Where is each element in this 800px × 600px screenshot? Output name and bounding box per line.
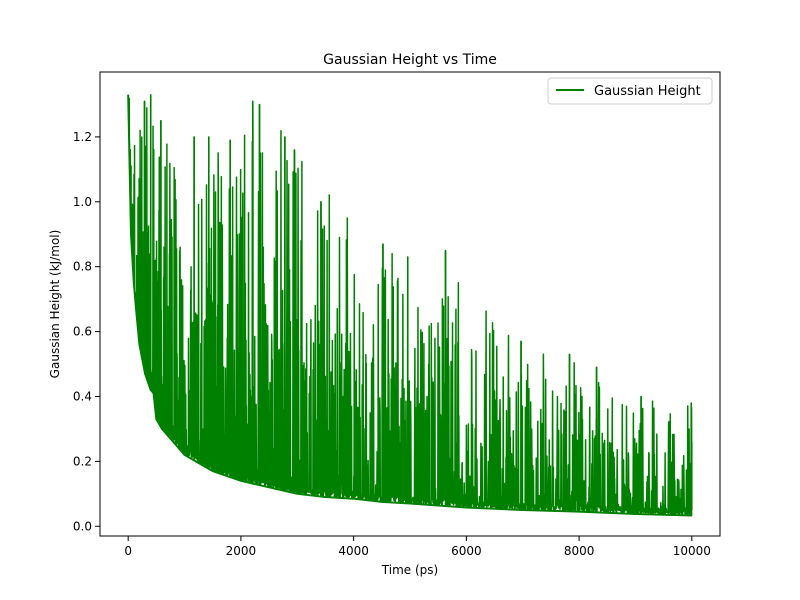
x-tick-label: 0 xyxy=(124,544,132,558)
x-tick-label: 2000 xyxy=(226,544,257,558)
series-layer xyxy=(127,93,693,517)
chart-title: Gaussian Height vs Time xyxy=(323,52,497,68)
plot-area xyxy=(99,71,721,537)
x-tick-label: 10000 xyxy=(673,544,711,558)
x-axis: 0 2000 4000 6000 8000 10000 xyxy=(124,536,711,558)
x-tick-label: 8000 xyxy=(564,544,595,558)
series-line-gaussian-height xyxy=(127,93,693,517)
y-tick-label: 0.6 xyxy=(73,325,92,339)
y-tick-label: 0.4 xyxy=(73,389,92,403)
series-lower-envelope xyxy=(127,94,692,517)
y-tick-label: 1.2 xyxy=(73,130,92,144)
legend-box xyxy=(547,77,713,105)
y-axis-label: Gaussian Height (kJ/mol) xyxy=(48,230,62,379)
y-tick-label: 0.0 xyxy=(73,519,92,533)
y-tick-label: 1.0 xyxy=(73,195,92,209)
y-tick-label: 0.2 xyxy=(73,454,92,468)
axes-frame xyxy=(99,71,721,537)
legend-label-gaussian-height: Gaussian Height xyxy=(594,84,701,99)
legend: Gaussian Height xyxy=(547,77,713,105)
y-axis: 0.0 0.2 0.4 0.6 0.8 1.0 1.2 xyxy=(73,130,100,533)
x-axis-label: Time (ps) xyxy=(381,563,438,577)
x-tick-label: 4000 xyxy=(338,544,369,558)
x-tick-label: 6000 xyxy=(451,544,482,558)
y-tick-label: 0.8 xyxy=(73,260,92,274)
